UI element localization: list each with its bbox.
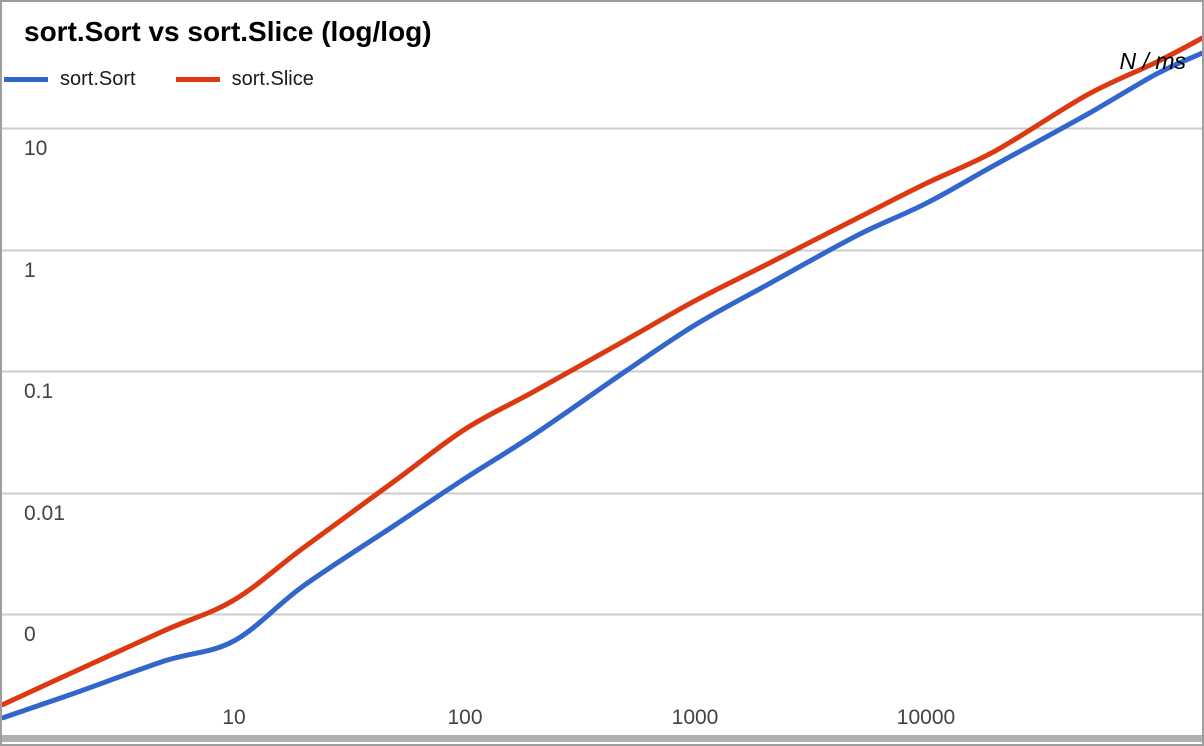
legend-swatch-sort-slice	[175, 77, 220, 82]
y-tick-label: 0.1	[24, 379, 54, 403]
x-tick-label: 10000	[896, 706, 956, 729]
x-tick-label: 1000	[671, 706, 719, 729]
axis-unit-label: N / ms	[1119, 48, 1186, 74]
legend-item-sort-slice[interactable]: sort.Slice	[175, 68, 314, 91]
x-axis-line	[2, 735, 1202, 742]
x-tick-label: 100	[447, 706, 483, 729]
y-tick-label: 0.01	[24, 501, 65, 525]
x-tick-label: 10	[222, 706, 246, 729]
chart-title: sort.Sort vs sort.Slice (log/log)	[24, 16, 432, 47]
series-line-sort-slice	[2, 35, 1202, 707]
legend-item-sort-sort[interactable]: sort.Sort	[4, 68, 136, 91]
series-line-sort-sort	[2, 50, 1202, 721]
y-tick-label: 1	[24, 258, 36, 282]
legend-swatch-sort-sort	[4, 77, 48, 82]
y-tick-label: 0	[24, 622, 36, 646]
legend-label-sort-slice: sort.Slice	[231, 68, 314, 90]
y-tick-label: 10	[24, 136, 48, 160]
legend: sort.Sort sort.Slice	[4, 68, 354, 91]
legend-label-sort-sort: sort.Sort	[60, 68, 136, 90]
